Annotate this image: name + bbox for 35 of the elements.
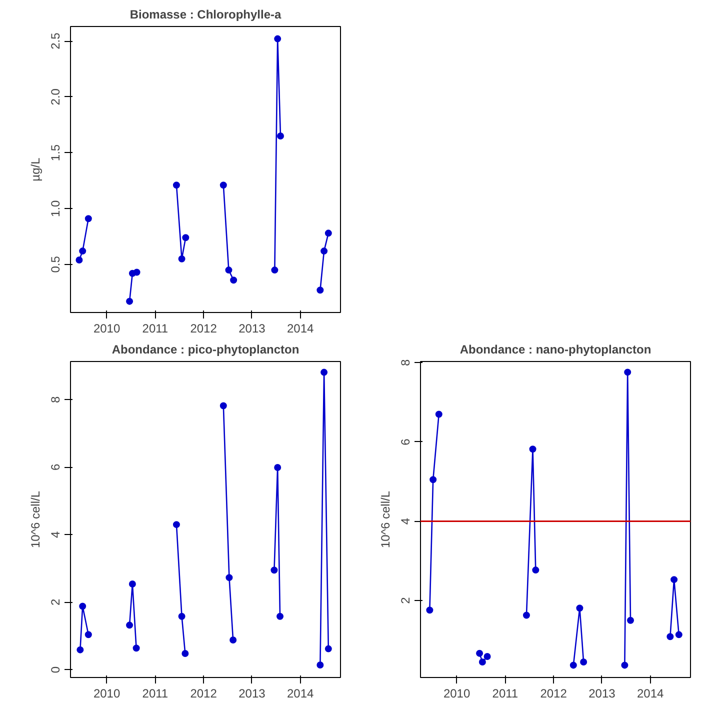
y-tick-label: 2.0	[48, 88, 62, 106]
y-tick-label: 8	[398, 359, 412, 366]
x-tick-label: 2014	[636, 686, 664, 700]
y-tick-label: 2	[398, 596, 412, 604]
x-tick-label: 2011	[142, 322, 168, 336]
y-axis-title: 10^6 cell/L	[378, 490, 392, 548]
chart-title: Biomasse : Chlorophylle-a	[130, 8, 282, 22]
x-tick-label: 2010	[93, 322, 120, 336]
x-tick-label: 2013	[238, 322, 266, 336]
x-tick-label: 2010	[443, 686, 470, 700]
y-tick-label: 1.5	[48, 144, 62, 162]
y-tick-label: 8	[48, 396, 62, 403]
y-axis-title: µg/L	[28, 157, 42, 182]
y-tick-label: 6	[48, 464, 62, 471]
x-tick-label: 2012	[190, 686, 218, 700]
x-tick-label: 2011	[142, 686, 168, 700]
y-axis-title: 10^6 cell/L	[28, 490, 42, 548]
x-tick-label: 2012	[540, 686, 568, 700]
y-tick-label: 4	[398, 518, 412, 525]
y-tick-label: 1.0	[48, 200, 62, 217]
x-tick-label: 2013	[238, 686, 266, 700]
y-tick-label: 0	[48, 666, 62, 674]
y-tick-label: 2.5	[48, 32, 62, 50]
y-tick-label: 2	[48, 598, 62, 606]
x-tick-label: 2014	[286, 322, 314, 336]
chart-title: Abondance : nano-phytoplancton	[460, 342, 652, 356]
x-tick-label: 2014	[286, 686, 314, 700]
x-tick-label: 2013	[588, 686, 616, 700]
x-tick-label: 2011	[492, 686, 518, 700]
y-tick-label: 0.5	[48, 256, 62, 273]
chart-title: Abondance : pico-phytoplancton	[112, 342, 300, 356]
y-tick-label: 6	[398, 438, 412, 446]
y-tick-label: 4	[48, 531, 62, 538]
x-tick-label: 2012	[190, 322, 218, 336]
x-tick-label: 2010	[93, 686, 120, 700]
